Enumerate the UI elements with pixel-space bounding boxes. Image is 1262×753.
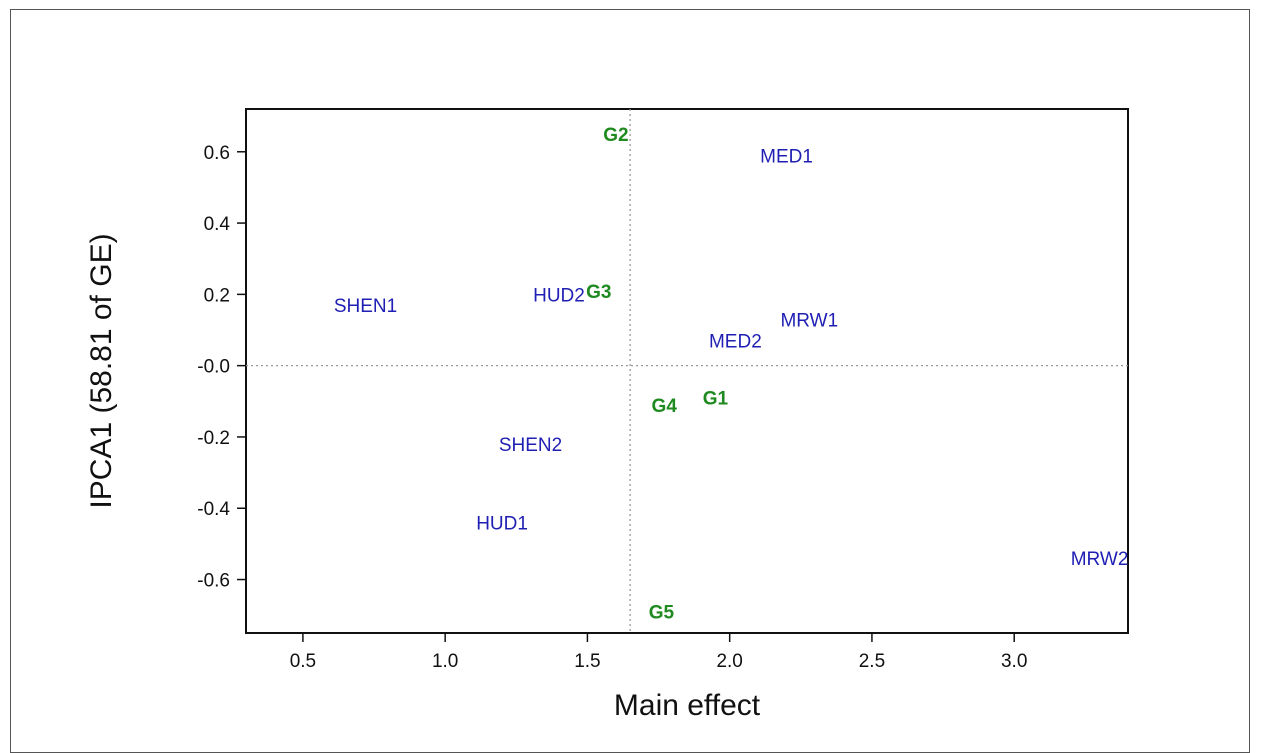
- plot-area: [245, 108, 1129, 634]
- x-axis-title: Main effect: [614, 689, 761, 722]
- y-axis: 0.6 0.4 0.2 -0.0 -0.2 -0.4 -0.6: [197, 143, 246, 592]
- y-axis-title: IPCA1 (58.81 of GE): [85, 233, 118, 508]
- genotype-label-g5: G5: [649, 603, 675, 624]
- environment-label-shen2: SHEN2: [499, 435, 562, 456]
- x-tick-label: 3.0: [1001, 651, 1027, 672]
- y-tick-label: 0.6: [204, 143, 230, 164]
- environment-label-med2: MED2: [709, 332, 762, 353]
- genotype-label-g3: G3: [586, 282, 611, 303]
- y-tick-label: 0.2: [204, 285, 230, 306]
- genotype-label-g2: G2: [603, 125, 628, 146]
- x-tick-label: 0.5: [290, 651, 316, 672]
- x-tick-label: 2.5: [859, 651, 885, 672]
- y-tick-label: -0.0: [197, 357, 230, 378]
- environment-label-shen1: SHEN1: [334, 296, 397, 317]
- genotype-label-g4: G4: [652, 396, 678, 417]
- environment-label-hud1: HUD1: [476, 513, 528, 534]
- x-axis: 0.5 1.0 1.5 2.0 2.5 3.0: [290, 633, 1027, 672]
- environment-label-med1: MED1: [760, 146, 813, 167]
- environment-label-mrw2: MRW2: [1071, 549, 1129, 570]
- environment-label-mrw1: MRW1: [780, 310, 838, 331]
- x-tick-label: 2.0: [716, 651, 742, 672]
- y-tick-label: -0.6: [197, 571, 230, 592]
- y-tick-label: 0.4: [204, 214, 231, 235]
- x-tick-label: 1.0: [432, 651, 458, 672]
- reference-lines: [246, 109, 1128, 633]
- environment-label-hud2: HUD2: [533, 285, 585, 306]
- x-tick-label: 1.5: [574, 651, 600, 672]
- genotype-label-g1: G1: [703, 389, 729, 410]
- y-tick-label: -0.4: [197, 499, 230, 520]
- y-tick-label: -0.2: [197, 428, 230, 449]
- data-labels: MED1 SHEN1 HUD2 MRW1 MED2 SHEN2 HUD1 MRW2 G2 G3 G1…: [334, 125, 1129, 624]
